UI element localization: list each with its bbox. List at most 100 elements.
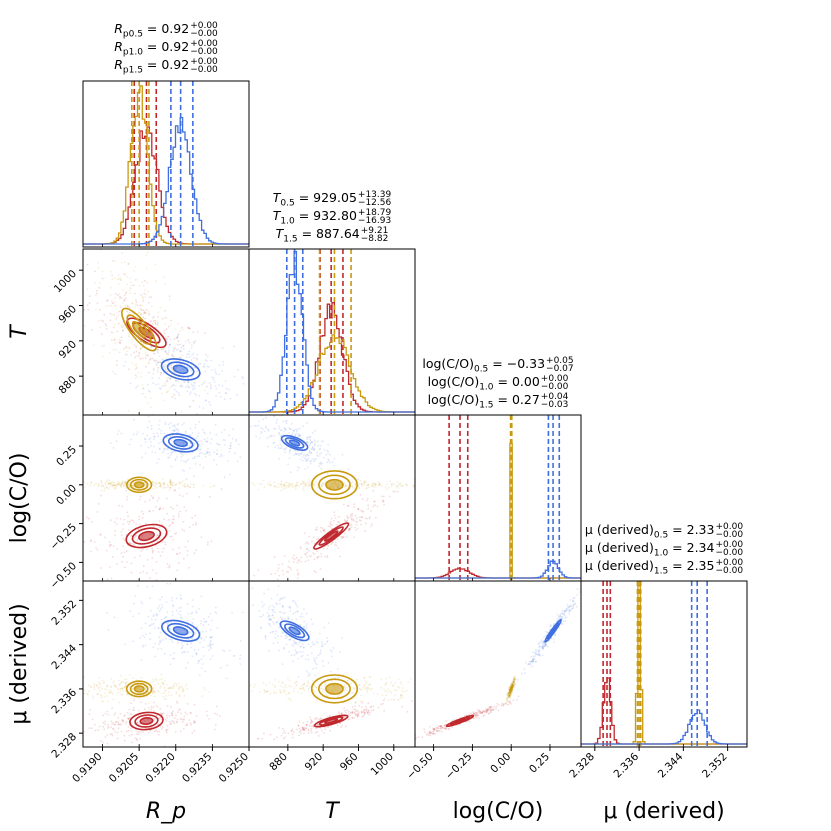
series-1.5-histogram	[83, 117, 249, 245]
header-minus: −16.93	[357, 215, 392, 226]
header-minus: −12.56	[357, 197, 392, 208]
x-tick-label-Rp: 0.9190	[70, 751, 104, 785]
header-value: = 887.64	[297, 226, 360, 241]
header-symbol: T	[272, 190, 281, 205]
series-0.5-contour-3	[138, 530, 155, 542]
series-1.5-contour-2	[166, 622, 195, 639]
header-subscript: p1.5	[122, 65, 143, 76]
header-value: = 0.27	[493, 392, 540, 407]
series-0.5-contour-1	[129, 711, 164, 731]
header-subscript: 0.5	[280, 198, 295, 209]
x-axis-label-logCO: log(C/O)	[453, 799, 544, 824]
header-minus: −0.00	[190, 46, 218, 57]
series-1.5-histogram	[249, 250, 415, 413]
header-minus: −0.07	[546, 363, 574, 374]
header-subscript: 0.5	[653, 530, 669, 541]
hist-T	[248, 248, 416, 416]
panel-frame	[82, 80, 250, 248]
series-1.0-cloud	[249, 673, 412, 704]
header-line-T-2: T1.5 = 887.64 +9.21 −8.82	[249, 226, 415, 245]
x-tick-label-Rp: 0.9250	[217, 751, 251, 785]
series-1.0-contour-2	[317, 678, 351, 700]
series-1.0-contour-3	[133, 481, 145, 489]
header-plus: +0.00	[190, 20, 218, 31]
panel-frame	[414, 580, 582, 748]
y-axis-label-logCO: log(C/O)	[7, 453, 32, 544]
header-minus: −0.03	[540, 399, 569, 410]
panel-mu-vs-T	[248, 580, 416, 748]
header-line-Rp-0: Rp0.5 = 0.92 +0.00 −0.00	[83, 20, 249, 40]
series-1.0-contour-1	[310, 470, 358, 500]
y-tick-label-T: 1000	[52, 268, 79, 295]
header-line-logCO-2: log(C/O)1.5 = 0.27 +0.04 −0.03	[415, 392, 581, 411]
series-1.5-contour-2	[166, 361, 195, 378]
series-1.0-contour-3	[325, 478, 344, 491]
panel-frame	[82, 580, 250, 748]
header-subscript: p0.5	[122, 29, 143, 40]
y-tick-label-mu: 2.328	[49, 731, 79, 761]
series-1.0-contour-3	[133, 685, 145, 693]
header-subscript: 1.0	[653, 548, 669, 559]
series-1.5-cloud	[106, 582, 249, 680]
series-1.0-contour-1	[121, 307, 158, 352]
header-subscript: 1.0	[280, 216, 295, 227]
series-0.5-contour-1	[125, 523, 168, 549]
header-value: = 929.05	[294, 190, 357, 205]
series-1.0-contour-3	[509, 687, 513, 691]
x-tick-label-logCO: −0.50	[404, 751, 435, 782]
series-1.5-histogram	[415, 560, 581, 579]
y-axis-label-mu: μ (derived)	[7, 603, 32, 724]
series-1.5-cloud	[512, 588, 581, 684]
header-symbol: R	[114, 57, 123, 72]
series-0.5-cloud	[83, 475, 223, 581]
header-subscript: 0.5	[473, 364, 489, 375]
header-error: +0.00 −0.00	[715, 522, 743, 539]
header-error: +0.00 −0.00	[190, 57, 218, 74]
y-tick-label-T: 960	[56, 303, 79, 326]
x-tick-label-T: 1000	[369, 751, 396, 778]
x-tick-label-T: 880	[267, 751, 290, 774]
header-symbol: T	[272, 208, 281, 223]
header-value: = 0.92	[142, 57, 190, 72]
x-tick-label-Rp: 0.9220	[143, 751, 177, 785]
series-1.5-contour-1	[279, 620, 310, 642]
x-axis-label-T: T	[325, 799, 340, 824]
x-tick-label-mu: 2.352	[700, 751, 730, 781]
header-line-Rp-1: Rp1.0 = 0.92 +0.00 −0.00	[83, 39, 249, 58]
series-1.0-cloud	[83, 673, 211, 707]
panel-mu-vs-Rp	[82, 580, 250, 748]
header-value: = 2.33	[668, 522, 715, 537]
header-error: +0.00 −0.00	[190, 20, 218, 38]
series-1.0-contour-3	[325, 682, 344, 695]
panel-mu-vs-logCO	[414, 580, 582, 748]
series-1.5-contour-3	[288, 439, 301, 447]
series-0.5-cloud	[415, 695, 520, 741]
series-1.0-cloud	[83, 249, 206, 415]
header-subscript: 1.5	[479, 400, 494, 411]
series-0.5-contour-1	[313, 522, 350, 550]
y-tick-label-T: 920	[56, 338, 79, 361]
header-symbol: μ (derived)	[584, 540, 654, 555]
header-subscript: p1.0	[122, 47, 143, 58]
x-tick-label-T: 920	[303, 751, 326, 774]
series-1.0-contour-1	[125, 680, 153, 698]
series-1.5-contour-3	[172, 626, 189, 636]
header-error: +0.00 −0.00	[715, 558, 743, 575]
series-1.5-histogram	[581, 709, 747, 745]
x-tick-label-logCO: 0.00	[488, 751, 513, 776]
header-value: = 0.92	[142, 39, 190, 54]
header-symbol: R	[114, 39, 123, 54]
series-1.5-contour-1	[162, 433, 199, 453]
series-1.0-contour-1	[310, 674, 359, 704]
header-value: = 0.00	[493, 374, 540, 389]
header-line-mu-2: μ (derived)1.5 = 2.35 +0.00 −0.00	[581, 558, 747, 577]
header-symbol: log(C/O)	[427, 374, 480, 389]
header-symbol: T	[275, 226, 284, 241]
hist-Rp	[82, 80, 250, 248]
header-line-Rp-2: Rp1.5 = 0.92 +0.00 −0.00	[83, 57, 249, 76]
y-tick-label-logCO: −0.25	[48, 521, 79, 552]
panel-frame	[580, 580, 748, 748]
series-0.5-histogram	[249, 302, 415, 413]
series-0.5-contour-2	[318, 526, 344, 546]
series-1.0-cloud	[83, 476, 216, 494]
